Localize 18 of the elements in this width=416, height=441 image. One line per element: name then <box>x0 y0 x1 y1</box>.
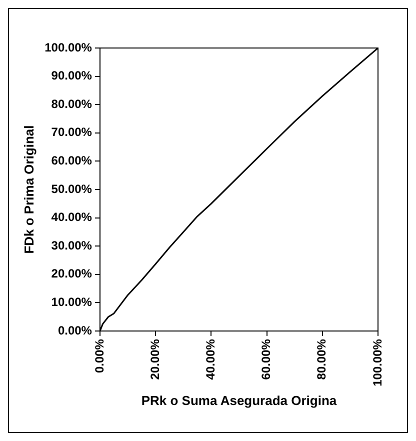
y-tick-label: 80.00% <box>51 96 92 111</box>
y-tick-label: 70.00% <box>51 125 92 140</box>
x-axis-title: PRk o Suma Asegurada Origina <box>141 392 338 408</box>
x-tick-label: 40.00% <box>203 338 218 380</box>
y-tick-label: 40.00% <box>51 210 92 224</box>
x-tick-label: 80.00% <box>314 338 329 380</box>
y-axis-title: FDk o Prima Original <box>21 125 36 254</box>
x-tick-label: 100.00% <box>370 338 384 386</box>
y-tick-label: 10.00% <box>51 295 92 310</box>
y-tick-label: 50.00% <box>51 182 92 196</box>
y-tick-label: 30.00% <box>51 238 92 252</box>
y-tick-label: 60.00% <box>51 154 92 168</box>
x-tick-label: 60.00% <box>259 338 274 380</box>
y-tick-label: 90.00% <box>51 68 92 83</box>
y-tick-label: 0.00% <box>58 323 92 338</box>
x-tick-label: 20.00% <box>148 338 162 380</box>
y-tick-label: 20.00% <box>51 266 92 281</box>
y-tick-label: 100.00% <box>44 40 92 54</box>
